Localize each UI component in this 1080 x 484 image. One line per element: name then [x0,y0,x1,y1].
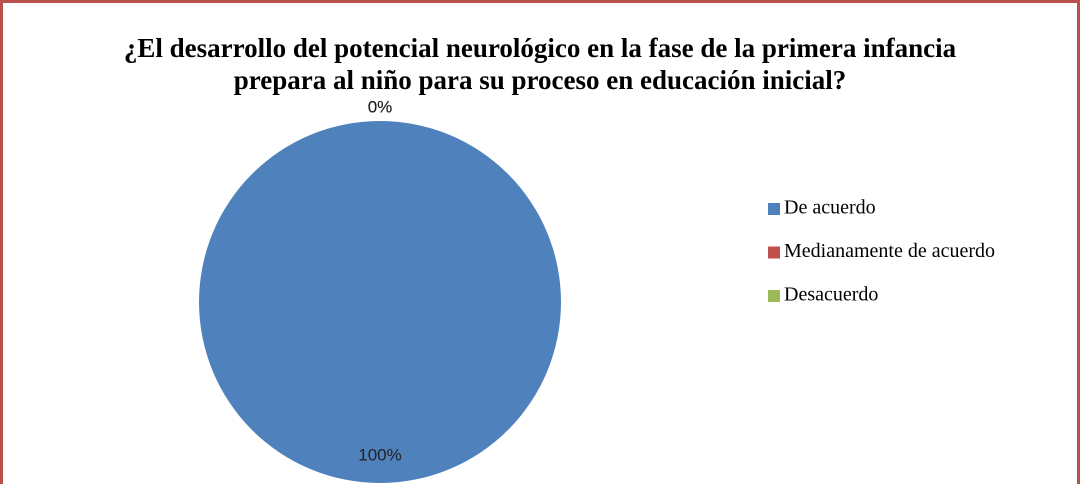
pie-slice [199,121,561,483]
legend-label: De acuerdo [784,197,876,219]
legend-label: Desacuerdo [784,284,878,306]
chart-title: ¿El desarrollo del potencial neurológico… [124,33,957,63]
legend-swatch [768,246,780,259]
legend-swatch [768,290,780,302]
legend-label: Medianamente de acuerdo [784,240,995,262]
data-label: 100% [358,445,401,464]
legend-swatch [768,203,780,215]
chart-title: prepara al niño para su proceso en educa… [234,65,847,95]
data-label: 0% [368,97,393,116]
data-label: 0% [368,97,393,116]
